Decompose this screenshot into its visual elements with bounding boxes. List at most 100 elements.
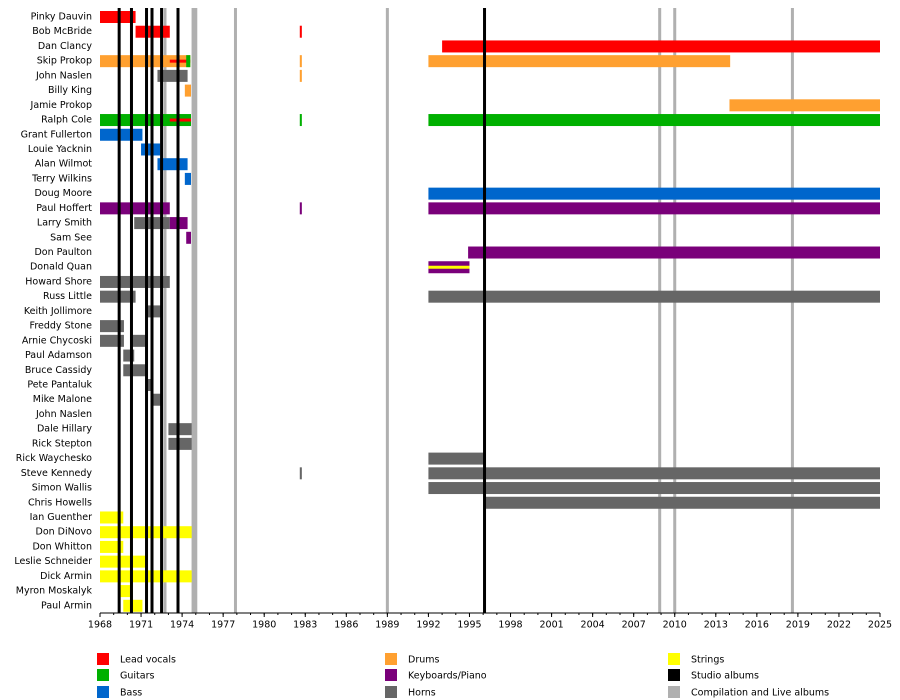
legend-swatch [97, 686, 109, 698]
member-name: Arnie Chycoski [22, 335, 92, 346]
member-bar [299, 25, 302, 38]
x-tick-label: 1974 [170, 620, 194, 631]
member-name: Don Paulton [34, 247, 92, 258]
member-name: Howard Shore [25, 276, 92, 287]
member-name: Freddy Stone [30, 321, 93, 332]
legend-swatch [385, 669, 397, 681]
member-name: Grant Fullerton [21, 129, 92, 140]
legend-swatch [668, 686, 680, 698]
member-name: Dick Armin [40, 571, 92, 582]
member-bar [123, 364, 147, 377]
member-name: Sam See [50, 232, 92, 243]
x-tick-label: 1971 [129, 620, 153, 631]
legend-label: Studio albums [691, 671, 759, 682]
x-tick-label: 1968 [88, 620, 112, 631]
member-bar [428, 114, 880, 127]
member-bar [428, 290, 880, 303]
member-name: Rick Waychesko [16, 453, 92, 464]
member-name: Alan Wilmot [35, 159, 93, 170]
x-tick-label: 2013 [704, 620, 728, 631]
member-bar [150, 393, 163, 406]
x-tick-label: 2025 [868, 620, 892, 631]
member-bar [100, 511, 124, 524]
member-name: Ralph Cole [41, 115, 92, 126]
x-tick-label: 1989 [375, 620, 399, 631]
legend-label: Lead vocals [120, 655, 176, 666]
x-tick-label: 1998 [498, 620, 522, 631]
member-name: Paul Adamson [25, 350, 92, 361]
member-bar [157, 69, 188, 82]
member-bar [428, 265, 470, 269]
member-bar [428, 202, 880, 215]
member-name: Simon Wallis [32, 483, 92, 494]
member-name: Donald Quan [30, 262, 92, 273]
x-tick-label: 1992 [416, 620, 440, 631]
x-tick-label: 2004 [581, 620, 605, 631]
member-bar [468, 246, 880, 259]
legend-swatch [385, 686, 397, 698]
member-bar [146, 379, 154, 391]
legend-label: Horns [408, 688, 436, 699]
legend-label: Keyboards/Piano [408, 671, 487, 682]
member-name: John Naslen [35, 409, 92, 420]
member-name: Dale Hillary [37, 424, 92, 435]
member-bar [100, 128, 143, 141]
member-name: Paul Armin [41, 600, 92, 611]
member-bar [157, 158, 188, 171]
member-bar [184, 84, 191, 97]
x-tick-label: 1980 [252, 620, 276, 631]
x-tick-label: 1995 [457, 620, 481, 631]
member-bar [428, 467, 880, 480]
member-name: Bob McBride [32, 26, 92, 37]
legend-label: Guitars [120, 671, 154, 682]
member-name: Myron Moskalyk [16, 586, 93, 597]
member-bar [428, 482, 880, 495]
member-bar [100, 275, 170, 288]
member-name: Dan Clancy [38, 41, 93, 52]
member-name: Skip Prokop [37, 56, 92, 67]
member-name: Doug Moore [34, 188, 92, 199]
member-bar [484, 496, 880, 509]
x-tick-label: 1986 [334, 620, 358, 631]
member-name: Paul Hoffert [36, 203, 92, 214]
legend-label: Strings [691, 655, 724, 666]
member-bar [100, 540, 124, 553]
member-bar [428, 187, 880, 200]
member-bar [729, 99, 880, 112]
member-name: Russ Little [43, 291, 92, 302]
member-name: Mike Malone [33, 394, 92, 405]
x-tick-label: 2007 [622, 620, 646, 631]
member-bar [100, 555, 147, 568]
member-name: Don DiNovo [36, 527, 93, 538]
x-tick-label: 2016 [745, 620, 769, 631]
x-tick-label: 1977 [211, 620, 235, 631]
member-bar [442, 40, 880, 53]
member-name: Jamie Prokop [30, 100, 92, 111]
member-name: Chris Howells [28, 497, 92, 508]
member-name: Billy King [48, 85, 92, 96]
x-tick-label: 2001 [539, 620, 563, 631]
member-bar [299, 55, 302, 68]
x-tick-label: 2019 [786, 620, 810, 631]
member-bar [428, 452, 485, 465]
member-bar [184, 172, 191, 185]
member-bar [299, 467, 302, 480]
member-name: Steve Kennedy [21, 468, 93, 479]
member-name: Bruce Cassidy [25, 365, 93, 376]
legend-swatch [668, 669, 680, 681]
member-name: Leslie Schneider [14, 556, 92, 567]
x-tick-label: 1983 [293, 620, 317, 631]
member-bar [299, 114, 302, 127]
legend-swatch [385, 653, 397, 665]
member-bar [130, 334, 147, 347]
legend-swatch [97, 653, 109, 665]
member-bar [168, 437, 192, 450]
member-bar [299, 202, 302, 215]
member-name: Terry Wilkins [31, 173, 92, 184]
legend-label: Compilation and Live albums [691, 688, 829, 699]
x-tick-label: 2010 [663, 620, 687, 631]
legend-label: Bass [120, 688, 142, 699]
member-name: Larry Smith [37, 218, 92, 229]
